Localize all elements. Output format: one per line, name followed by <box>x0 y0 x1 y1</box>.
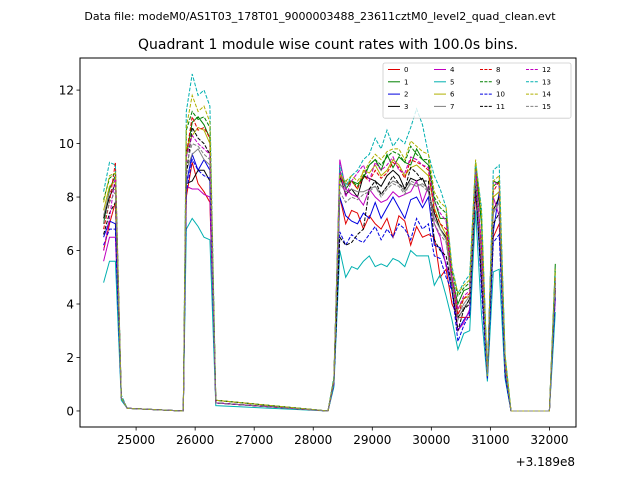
plot-area: 25000 26000 27000 28000 29000 30000 31000 32000… <box>59 57 577 447</box>
x-tick-label: 28000 <box>294 433 332 447</box>
legend-label-15: 15 <box>542 103 551 111</box>
series-line-14 <box>103 93 556 412</box>
legend-label-2: 2 <box>404 91 408 99</box>
legend-label-9: 9 <box>496 78 500 86</box>
y-tick-label: 12 <box>59 83 74 97</box>
x-tick-label: 26000 <box>176 433 214 447</box>
axes-frame <box>79 57 577 428</box>
legend-label-4: 4 <box>450 66 455 74</box>
series-line-8 <box>103 115 556 412</box>
chart-suptitle: Data file: modeM0/AS1T03_178T01_90000034… <box>84 10 556 23</box>
legend-label-5: 5 <box>450 78 454 86</box>
legend-label-6: 6 <box>450 91 455 99</box>
legend-label-0: 0 <box>404 66 408 74</box>
x-tick-label: 31000 <box>471 433 509 447</box>
y-tick-label: 0 <box>66 404 74 418</box>
legend-label-7: 7 <box>450 103 454 111</box>
x-tick-label: 25000 <box>117 433 155 447</box>
x-tick-label: 32000 <box>530 433 568 447</box>
legend-label-13: 13 <box>542 78 551 86</box>
y-tick-label: 6 <box>66 244 74 258</box>
y-tick-label: 8 <box>66 190 74 204</box>
y-tick-label: 2 <box>66 351 74 365</box>
legend-label-10: 10 <box>496 91 505 99</box>
chart-title: Quadrant 1 module wise count rates with … <box>138 37 518 53</box>
legend-label-1: 1 <box>404 78 408 86</box>
series-line-10 <box>103 158 556 412</box>
series-line-15 <box>103 142 556 412</box>
series-line-4 <box>103 159 556 412</box>
x-tick-label: 29000 <box>353 433 391 447</box>
x-tick-label: 30000 <box>412 433 450 447</box>
y-tick-label: 10 <box>59 137 74 151</box>
y-tick-label: 4 <box>66 297 74 311</box>
legend-label-14: 14 <box>542 91 551 99</box>
x-tick-label: 27000 <box>235 433 273 447</box>
series-line-5 <box>103 210 556 412</box>
x-offset-label: +3.189e8 <box>516 455 575 469</box>
legend-label-12: 12 <box>542 66 551 74</box>
legend-box <box>382 62 572 119</box>
legend-label-11: 11 <box>496 103 505 111</box>
legend-label-8: 8 <box>496 66 500 74</box>
legend-label-3: 3 <box>404 103 408 111</box>
series-line-12 <box>103 134 556 412</box>
